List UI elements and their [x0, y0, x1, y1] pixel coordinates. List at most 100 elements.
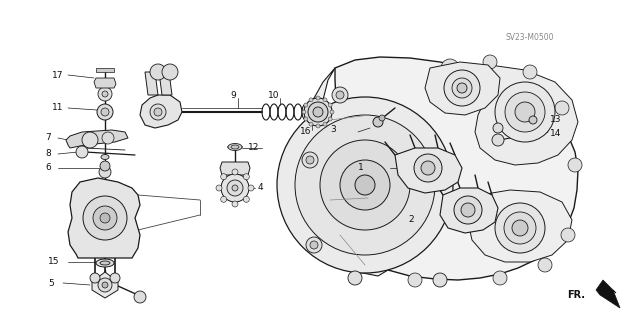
Circle shape	[216, 185, 222, 191]
Circle shape	[454, 196, 482, 224]
Circle shape	[373, 117, 383, 127]
Ellipse shape	[228, 144, 242, 151]
Circle shape	[523, 65, 537, 79]
Circle shape	[134, 291, 146, 303]
Polygon shape	[299, 68, 388, 276]
Circle shape	[505, 92, 545, 132]
Text: 15: 15	[48, 257, 60, 266]
Circle shape	[561, 228, 575, 242]
Circle shape	[306, 156, 314, 164]
Circle shape	[154, 108, 162, 116]
Circle shape	[306, 237, 322, 253]
Text: 7: 7	[45, 133, 51, 143]
Polygon shape	[395, 148, 462, 193]
Circle shape	[348, 271, 362, 285]
Text: 1: 1	[358, 164, 364, 173]
Circle shape	[504, 212, 536, 244]
Circle shape	[555, 101, 569, 115]
Polygon shape	[140, 95, 182, 128]
Circle shape	[493, 123, 503, 133]
Circle shape	[328, 103, 332, 107]
Text: 17: 17	[52, 70, 63, 79]
Text: 13: 13	[550, 115, 561, 124]
Polygon shape	[425, 62, 500, 115]
Text: 8: 8	[45, 150, 51, 159]
Ellipse shape	[304, 98, 332, 126]
Circle shape	[328, 117, 332, 121]
Circle shape	[529, 116, 537, 124]
Polygon shape	[145, 72, 158, 95]
Circle shape	[421, 161, 435, 175]
Ellipse shape	[231, 145, 239, 149]
Polygon shape	[327, 57, 578, 280]
Ellipse shape	[313, 107, 323, 117]
Circle shape	[493, 271, 507, 285]
Polygon shape	[94, 78, 116, 88]
Circle shape	[221, 174, 227, 180]
Ellipse shape	[100, 261, 110, 265]
Text: 2: 2	[408, 216, 413, 225]
Ellipse shape	[101, 154, 109, 160]
Circle shape	[316, 96, 320, 100]
Circle shape	[304, 103, 308, 107]
Circle shape	[295, 115, 435, 255]
Circle shape	[90, 273, 100, 283]
Text: FR.: FR.	[567, 290, 585, 300]
Ellipse shape	[96, 259, 114, 267]
Polygon shape	[66, 130, 128, 148]
Circle shape	[150, 104, 166, 120]
Circle shape	[332, 87, 348, 103]
Circle shape	[101, 108, 109, 116]
Circle shape	[82, 132, 98, 148]
Text: 14: 14	[550, 129, 561, 137]
Text: 9: 9	[230, 91, 236, 100]
Circle shape	[461, 203, 475, 217]
Circle shape	[495, 203, 545, 253]
Circle shape	[355, 175, 375, 195]
Text: 4: 4	[258, 183, 264, 192]
Text: 6: 6	[45, 164, 51, 173]
Polygon shape	[440, 188, 498, 233]
Circle shape	[248, 185, 254, 191]
Circle shape	[340, 160, 390, 210]
Circle shape	[100, 161, 110, 171]
Text: 16: 16	[300, 128, 312, 137]
Circle shape	[221, 174, 249, 202]
Circle shape	[309, 98, 313, 102]
Text: 3: 3	[330, 125, 336, 135]
Text: 12: 12	[248, 144, 259, 152]
Circle shape	[98, 87, 112, 101]
Circle shape	[99, 166, 111, 178]
Text: 11: 11	[52, 103, 63, 113]
Circle shape	[316, 124, 320, 128]
Circle shape	[98, 278, 112, 292]
Circle shape	[408, 273, 422, 287]
Circle shape	[492, 134, 504, 146]
Circle shape	[243, 196, 250, 202]
Circle shape	[302, 110, 306, 114]
Circle shape	[309, 122, 313, 126]
Circle shape	[102, 91, 108, 97]
Polygon shape	[596, 280, 620, 308]
Circle shape	[538, 258, 552, 272]
Polygon shape	[159, 72, 172, 95]
Circle shape	[102, 282, 108, 288]
Circle shape	[310, 241, 318, 249]
Circle shape	[232, 201, 238, 207]
Text: SV23-M0500: SV23-M0500	[505, 33, 554, 42]
Circle shape	[336, 91, 344, 99]
Text: 10: 10	[268, 91, 280, 100]
Circle shape	[414, 154, 442, 182]
Circle shape	[452, 78, 472, 98]
Circle shape	[221, 196, 227, 202]
Circle shape	[433, 273, 447, 287]
Circle shape	[100, 213, 110, 223]
Circle shape	[150, 64, 166, 80]
Circle shape	[93, 206, 117, 230]
Circle shape	[76, 146, 88, 158]
Circle shape	[330, 110, 334, 114]
Circle shape	[97, 104, 113, 120]
Circle shape	[227, 180, 243, 196]
Circle shape	[243, 174, 250, 180]
Circle shape	[102, 132, 114, 144]
